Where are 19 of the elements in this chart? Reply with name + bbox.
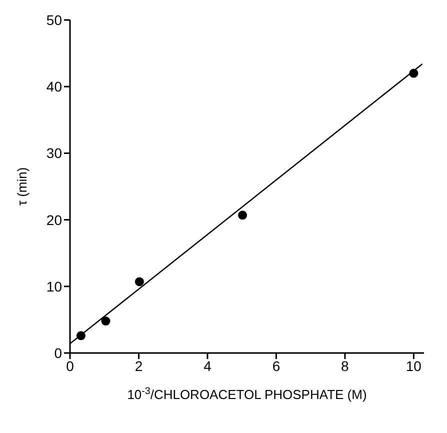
point: [238, 210, 248, 220]
x-tick-label: 0: [66, 358, 74, 374]
x-tick-label: 4: [204, 358, 212, 374]
y-tick-label: 40: [46, 78, 62, 95]
point: [134, 277, 144, 286]
y-tick-label: 50: [46, 12, 62, 28]
y-tick-label: 10: [46, 278, 62, 294]
point: [409, 68, 418, 78]
point: [76, 331, 86, 340]
y-tick-label: 20: [46, 212, 62, 228]
y-tick-label: 0: [54, 344, 62, 361]
point: [101, 316, 110, 326]
x-axis-title: 10$^{-3}$/CHLOROACETOL PHOSPHATE (M): [127, 386, 367, 402]
y-axis-title: τ (min): [14, 167, 30, 206]
x-tick-label: 6: [272, 358, 280, 374]
x-tick-label: 2: [134, 358, 143, 374]
y-tick-label: 30: [46, 145, 62, 162]
x-tick-label: 8: [341, 358, 350, 374]
x-tick-label: 10: [406, 358, 422, 374]
